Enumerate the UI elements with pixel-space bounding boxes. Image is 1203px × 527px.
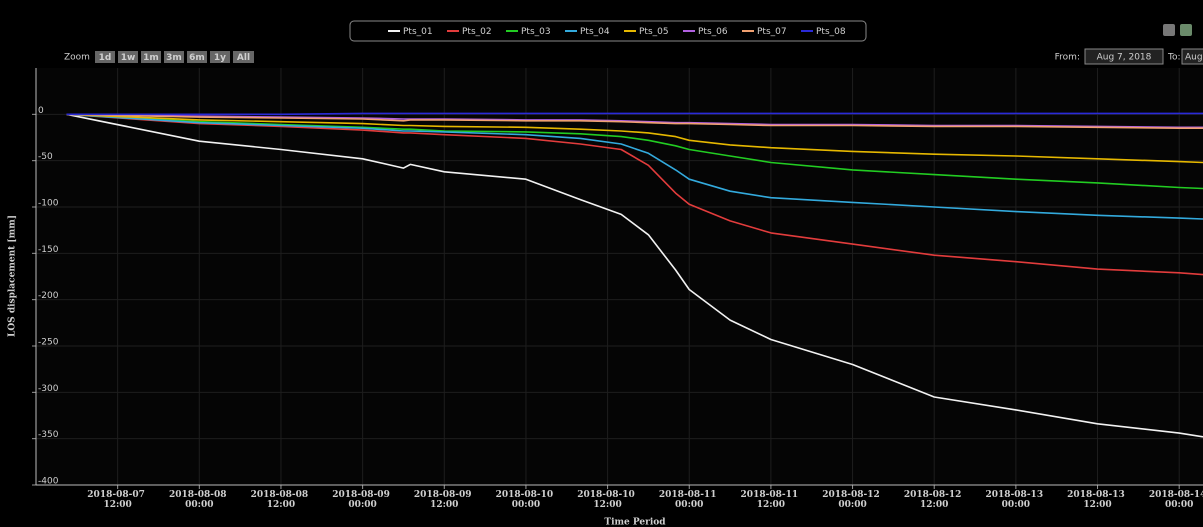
- x-tick-label: 2018-08-09 12:00: [414, 490, 475, 510]
- zoom-button[interactable]: [187, 51, 207, 63]
- y-tick-label: -200: [38, 291, 59, 301]
- y-tick-label: 0: [38, 106, 44, 116]
- zoom-button-label: 1y: [214, 53, 226, 63]
- x-tick-label: 2018-08-12 00:00: [822, 490, 883, 510]
- print-icon[interactable]: [1163, 24, 1175, 36]
- zoom-button[interactable]: [210, 51, 230, 63]
- x-axis-title: Time Period: [604, 518, 666, 527]
- zoom-button[interactable]: [141, 51, 161, 63]
- zoom-button-label: 1m: [143, 53, 159, 63]
- x-tick-label: 2018-08-07 12:00: [87, 490, 148, 510]
- zoom-button-label: All: [237, 53, 250, 63]
- legend-label: Pts_04: [580, 27, 610, 37]
- from-label: From:: [1055, 53, 1080, 63]
- y-tick-label: -400: [38, 477, 59, 487]
- data-line: [66, 113, 1203, 220]
- legend-label: Pts_02: [462, 27, 492, 37]
- x-tick-label: 2018-08-14 00:00: [1149, 490, 1203, 510]
- data-line: [66, 113, 1203, 190]
- zoom-button-label: 3m: [166, 53, 182, 63]
- x-tick-label: 2018-08-08 12:00: [251, 490, 312, 510]
- from-value: Aug 7, 2018: [1097, 53, 1152, 63]
- to-label: To:: [1167, 53, 1181, 63]
- x-tick-label: 2018-08-13 12:00: [1067, 490, 1128, 510]
- export-icon[interactable]: [1180, 24, 1192, 36]
- x-tick-label: 2018-08-09 00:00: [332, 490, 393, 510]
- data-line: [66, 113, 1203, 129]
- x-tick-label: 2018-08-10 00:00: [496, 490, 557, 510]
- legend-label: Pts_05: [639, 27, 669, 37]
- x-tick-label: 2018-08-11 12:00: [741, 490, 802, 510]
- x-tick-label: 2018-08-08 00:00: [169, 490, 230, 510]
- from-input[interactable]: [1084, 48, 1164, 65]
- y-tick-label: -100: [38, 199, 59, 209]
- zoom-button[interactable]: [118, 51, 138, 63]
- zoom-button-label: 6m: [189, 53, 205, 63]
- zoom-button[interactable]: [164, 51, 184, 63]
- zoom-label: Zoom: [64, 53, 90, 63]
- y-tick-label: -50: [38, 152, 53, 162]
- to-value: Aug 14, 2018: [1185, 53, 1203, 63]
- data-line: [66, 113, 1203, 129]
- y-tick-label: -150: [38, 245, 59, 255]
- legend-label: Pts_07: [757, 27, 787, 37]
- y-tick-label: -250: [38, 338, 59, 348]
- data-line: [66, 113, 1203, 276]
- to-input[interactable]: [1181, 48, 1203, 65]
- x-tick-label: 2018-08-10 12:00: [577, 490, 638, 510]
- legend-box: [349, 20, 867, 42]
- legend-label: Pts_01: [403, 27, 433, 37]
- x-tick-label: 2018-08-13 00:00: [986, 490, 1047, 510]
- legend-label: Pts_08: [816, 27, 846, 37]
- zoom-button[interactable]: [233, 51, 254, 63]
- data-line: [66, 112, 1203, 116]
- y-axis-title: LOS displacement [mm]: [8, 215, 18, 337]
- x-tick-label: 2018-08-12 12:00: [904, 490, 965, 510]
- data-line: [66, 113, 1203, 438]
- x-tick-label: 2018-08-11 00:00: [659, 490, 720, 510]
- zoom-button[interactable]: [95, 51, 115, 63]
- zoom-button-label: 1d: [99, 53, 112, 63]
- plot-area: [36, 68, 1203, 485]
- y-tick-label: -300: [38, 384, 59, 394]
- y-tick-label: -350: [38, 430, 59, 440]
- legend-label: Pts_06: [698, 27, 728, 37]
- data-line: [66, 113, 1203, 164]
- zoom-button-label: 1w: [121, 53, 136, 63]
- legend-label: Pts_03: [521, 27, 551, 37]
